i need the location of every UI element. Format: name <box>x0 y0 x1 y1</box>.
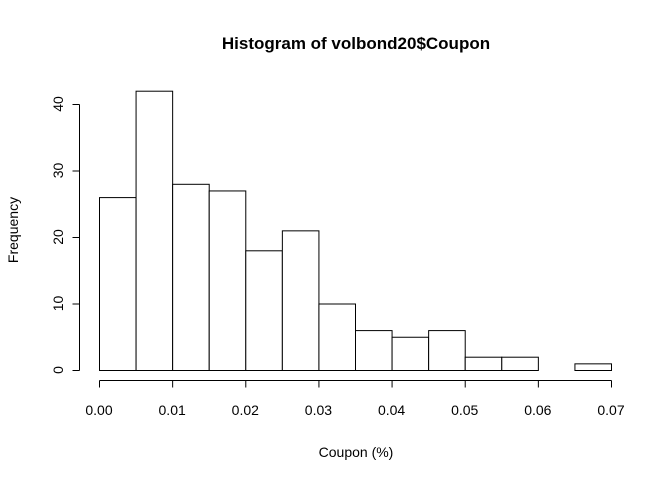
x-tick-label: 0.02 <box>232 402 259 418</box>
bars-group <box>99 90 613 372</box>
x-tick-label: 0.05 <box>451 402 478 418</box>
y-axis: 0 10 20 30 40 <box>50 96 80 374</box>
x-tick-label: 0.04 <box>378 402 405 418</box>
histogram-bar <box>574 363 613 372</box>
y-tick-label: 10 <box>50 296 66 312</box>
x-axis: 0.00 0.01 0.02 0.03 0.04 0.05 0.06 0.07 <box>85 380 625 418</box>
histogram-bar <box>501 356 539 372</box>
histogram-bar <box>281 230 320 371</box>
chart-title: Histogram of volbond20$Coupon <box>222 34 490 53</box>
x-tick-label: 0.06 <box>524 402 551 418</box>
histogram-bar <box>464 356 503 372</box>
y-tick-label: 40 <box>50 96 66 112</box>
x-tick-label: 0.00 <box>85 402 112 418</box>
x-tick-label: 0.01 <box>159 402 186 418</box>
y-tick-label: 30 <box>50 163 66 179</box>
histogram-bar <box>318 303 356 371</box>
histogram-bar <box>135 90 174 371</box>
y-tick-label: 20 <box>50 229 66 245</box>
histogram-bar <box>355 330 393 372</box>
x-tick-label: 0.03 <box>305 402 332 418</box>
histogram-bar <box>99 197 137 371</box>
x-tick-label: 0.07 <box>597 402 624 418</box>
x-axis-label: Coupon (%) <box>319 444 394 460</box>
histogram-bar <box>428 330 466 372</box>
histogram-bar <box>245 250 283 371</box>
y-tick-label: 0 <box>50 366 66 374</box>
histogram-bar <box>172 183 210 371</box>
y-axis-label: Frequency <box>5 197 21 263</box>
histogram-bar <box>391 336 430 371</box>
histogram-bar <box>208 190 247 371</box>
